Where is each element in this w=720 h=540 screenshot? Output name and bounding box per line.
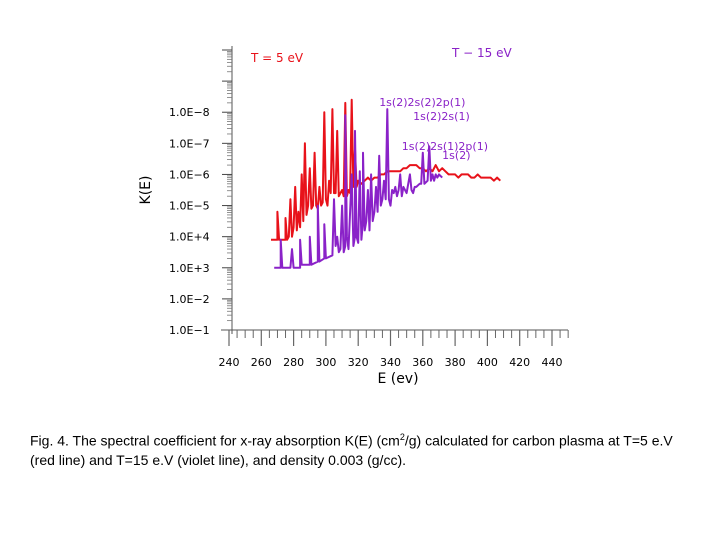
x-tick-label: 300 <box>315 356 336 369</box>
x-axis-label: E (ev) <box>377 371 418 387</box>
x-tick-label: 340 <box>380 356 401 369</box>
y-tick-label: 1.0E−5 <box>169 200 210 213</box>
caption-suffix: /g) calculated for carbon plasma at T=5 … <box>30 432 673 468</box>
x-tick-label: 420 <box>509 356 530 369</box>
y-tick-label: 1.0E+3 <box>169 262 210 275</box>
annotation-layer: 1s(2)2s(2)2p(1)1s(2)2s(1) 1s(2)2s(1)2p(1)… <box>379 96 488 162</box>
caption-superscript: 2 <box>399 432 405 442</box>
x-tick-label: 400 <box>477 356 498 369</box>
y-tick-label: 1.0E+4 <box>169 231 210 244</box>
peak-annotation: 1s(2)2s(1)2p(1) <box>402 140 488 153</box>
y-tick-label: 1.0E−6 <box>169 168 210 181</box>
series-line-violet <box>274 108 443 269</box>
x-tick-labels: 240 260 280 300 320 340 360 380 400 420 440 <box>219 356 563 369</box>
x-tick-label: 380 <box>445 356 466 369</box>
caption-prefix: Fig. 4. The spectral coefficient for x-r… <box>30 432 400 449</box>
y-axis-label: K(E) <box>138 176 154 205</box>
figure-caption: Fig. 4. The spectral coefficient for x-r… <box>30 428 700 470</box>
legend-label: T − 15 eV <box>451 46 512 60</box>
peak-annotation: 1s(2)2s(1) <box>413 110 470 123</box>
y-tick-labels: 1.0E−1 1.0E−2 1.0E+3 1.0E+4 1.0E−5 1.0E−6 1.0E… <box>169 106 210 337</box>
y-tick-label: 1.0E−7 <box>169 137 210 150</box>
x-tick-label: 260 <box>251 356 272 369</box>
spectral-chart: 1.0E−1 1.0E−2 1.0E+3 1.0E+4 1.0E−5 1.0E−6 1.0E… <box>138 46 569 387</box>
y-tick-label: 1.0E−8 <box>169 106 210 119</box>
chart-axes <box>221 46 569 346</box>
peak-annotation: 1s(2)2s(2)2p(1) <box>379 96 465 109</box>
y-tick-label: 1.0E−2 <box>169 293 210 306</box>
x-tick-label: 280 <box>283 356 304 369</box>
y-tick-label: 1.0E−1 <box>169 324 210 337</box>
legend-layer: T = 5 eV T − 15 eV <box>250 46 512 65</box>
x-tick-label: 360 <box>412 356 433 369</box>
x-tick-label: 440 <box>542 356 563 369</box>
series-layer <box>271 98 501 269</box>
legend-label: T = 5 eV <box>250 51 304 65</box>
x-tick-label: 240 <box>219 356 240 369</box>
x-tick-label: 320 <box>348 356 369 369</box>
peak-annotation: 1s(2) <box>442 149 470 162</box>
